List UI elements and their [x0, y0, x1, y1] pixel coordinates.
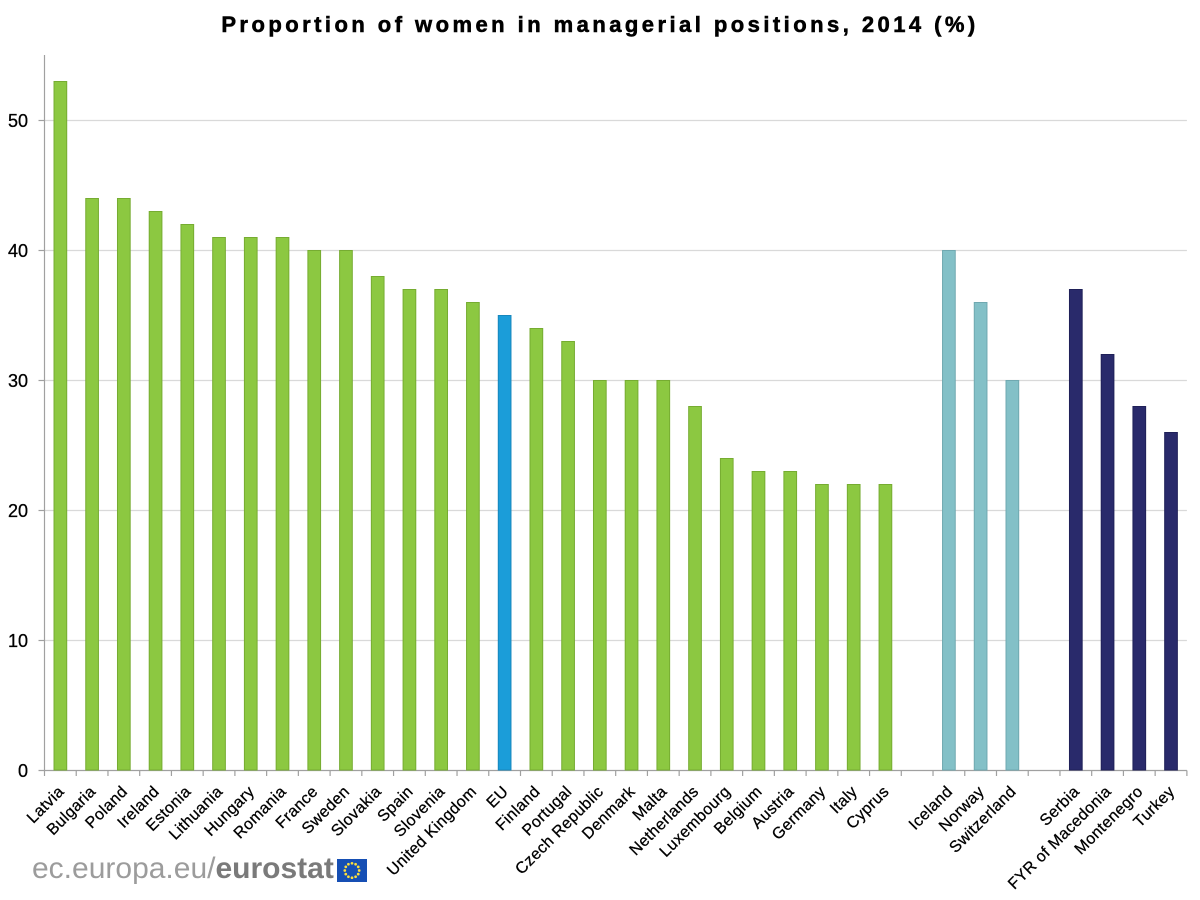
svg-text:50: 50 [8, 111, 28, 131]
svg-text:40: 40 [8, 241, 28, 261]
svg-text:20: 20 [8, 501, 28, 521]
svg-text:0: 0 [18, 761, 28, 781]
svg-text:10: 10 [8, 631, 28, 651]
svg-text:30: 30 [8, 371, 28, 391]
